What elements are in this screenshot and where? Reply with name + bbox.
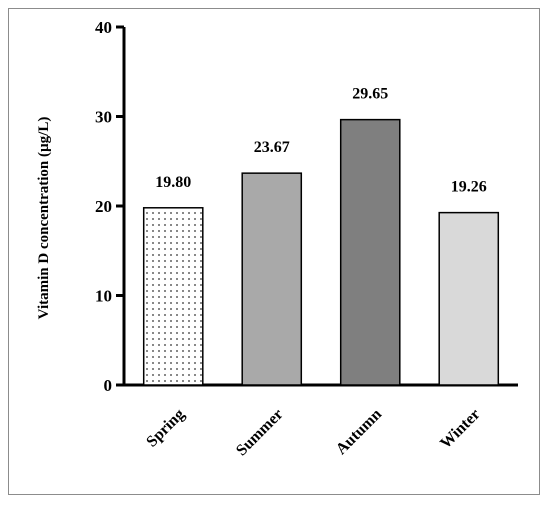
y-tick-label: 10	[95, 287, 112, 306]
y-tick-label: 20	[95, 197, 112, 216]
category-label: Summer	[233, 406, 286, 459]
value-label: 19.26	[451, 179, 487, 196]
value-label: 29.65	[352, 86, 388, 103]
y-tick-label: 30	[95, 108, 112, 127]
category-label: Autumn	[333, 406, 385, 458]
value-label: 23.67	[254, 139, 290, 156]
y-axis-label: Vitamin D concentration (µg/L)	[36, 117, 52, 320]
bar-summer	[241, 172, 303, 386]
bar-winter	[438, 211, 500, 386]
y-tick-label: 40	[95, 18, 112, 37]
y-tick-label: 0	[104, 376, 113, 395]
bar-spring	[142, 207, 204, 386]
value-label: 19.80	[155, 174, 191, 191]
category-label: Spring	[143, 406, 188, 451]
y-axis: 0 10 20 30 40	[95, 18, 126, 395]
bar-autumn	[339, 118, 401, 386]
bars	[142, 118, 500, 386]
category-labels: Spring Summer Autumn Winter	[143, 406, 483, 460]
value-labels: 19.80 23.67 29.65 19.26	[155, 86, 487, 196]
category-label: Winter	[437, 406, 483, 452]
